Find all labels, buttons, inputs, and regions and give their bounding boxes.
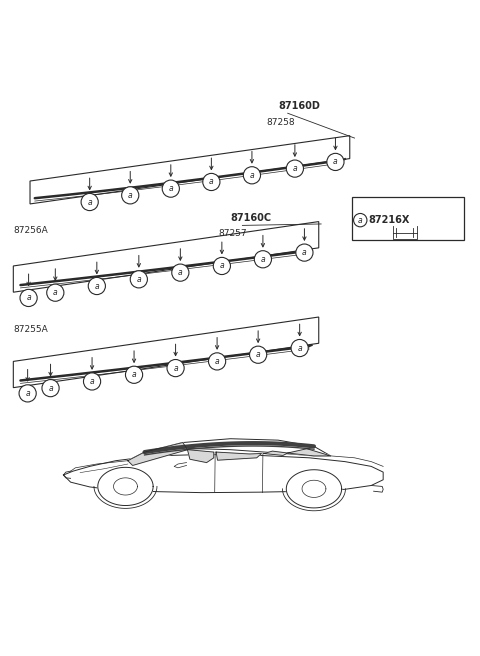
Text: a: a <box>53 288 58 297</box>
Circle shape <box>291 339 308 357</box>
Text: a: a <box>48 384 53 393</box>
Text: 87255A: 87255A <box>13 325 48 334</box>
Text: a: a <box>302 248 307 257</box>
Circle shape <box>243 167 261 184</box>
Polygon shape <box>286 470 342 508</box>
Circle shape <box>19 385 36 402</box>
Circle shape <box>286 160 303 177</box>
Text: 87160D: 87160D <box>278 101 320 111</box>
Circle shape <box>125 366 143 383</box>
Circle shape <box>172 264 189 281</box>
Circle shape <box>213 257 230 275</box>
Text: a: a <box>293 164 297 173</box>
Polygon shape <box>98 467 153 506</box>
Text: a: a <box>209 178 214 186</box>
Circle shape <box>250 346 267 363</box>
Text: a: a <box>297 344 302 352</box>
Text: a: a <box>333 157 338 167</box>
Polygon shape <box>128 443 188 466</box>
Circle shape <box>162 180 180 197</box>
Polygon shape <box>288 449 331 456</box>
Text: a: a <box>178 268 183 277</box>
Circle shape <box>81 194 98 211</box>
Text: 87257: 87257 <box>218 230 247 238</box>
Circle shape <box>20 289 37 306</box>
Text: a: a <box>261 255 265 264</box>
Polygon shape <box>114 478 137 495</box>
Polygon shape <box>63 455 383 493</box>
Circle shape <box>42 380 59 397</box>
Circle shape <box>208 353 226 370</box>
Circle shape <box>354 213 367 227</box>
Polygon shape <box>188 450 214 462</box>
Polygon shape <box>264 451 288 455</box>
Circle shape <box>167 359 184 377</box>
Text: a: a <box>219 262 224 270</box>
Text: a: a <box>358 216 362 224</box>
Text: a: a <box>250 171 254 180</box>
Text: a: a <box>87 197 92 207</box>
Polygon shape <box>13 317 319 388</box>
Text: 87216X: 87216X <box>369 215 410 225</box>
Text: 87160C: 87160C <box>230 213 272 223</box>
Polygon shape <box>13 222 319 292</box>
Text: a: a <box>90 377 95 386</box>
Circle shape <box>203 173 220 190</box>
Circle shape <box>254 251 272 268</box>
Text: a: a <box>128 191 132 200</box>
Circle shape <box>327 154 344 171</box>
Text: a: a <box>26 293 31 302</box>
Circle shape <box>121 187 139 204</box>
Text: a: a <box>215 357 219 366</box>
Circle shape <box>84 373 101 390</box>
Polygon shape <box>302 480 326 497</box>
Text: a: a <box>95 281 99 291</box>
Circle shape <box>296 244 313 261</box>
Text: a: a <box>136 275 141 284</box>
Circle shape <box>47 284 64 301</box>
Polygon shape <box>30 136 350 204</box>
Text: a: a <box>256 350 261 359</box>
Text: a: a <box>168 184 173 193</box>
Text: a: a <box>132 370 136 379</box>
Text: a: a <box>25 389 30 398</box>
Text: a: a <box>173 363 178 373</box>
Polygon shape <box>128 439 331 461</box>
Circle shape <box>88 277 106 295</box>
FancyBboxPatch shape <box>352 197 464 239</box>
Text: 87258: 87258 <box>266 117 295 127</box>
Circle shape <box>130 271 147 288</box>
Text: 87256A: 87256A <box>13 226 48 235</box>
Polygon shape <box>216 452 262 461</box>
